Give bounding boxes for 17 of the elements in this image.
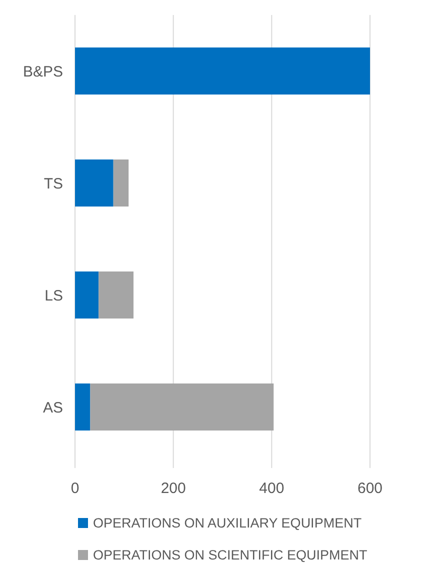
x-tick-label: 0	[70, 480, 80, 497]
x-tick-label: 200	[160, 480, 186, 497]
bar	[113, 159, 129, 207]
bar	[75, 159, 114, 207]
bar	[75, 383, 90, 431]
y-tick-label: LS	[44, 287, 63, 304]
bar	[75, 271, 99, 319]
legend-label: OPERATIONS ON AUXILIARY EQUIPMENT	[93, 516, 362, 531]
x-tick-label: 400	[259, 480, 284, 497]
x-tick-label: 600	[357, 480, 383, 497]
y-tick-label: B&PS	[22, 63, 63, 80]
bar	[75, 47, 370, 95]
bar	[98, 271, 134, 319]
y-tick-label: AS	[42, 399, 63, 416]
bar	[90, 383, 274, 431]
y-tick-label: TS	[44, 175, 63, 192]
legend-label: OPERATIONS ON SCIENTIFIC EQUIPMENT	[93, 548, 368, 563]
